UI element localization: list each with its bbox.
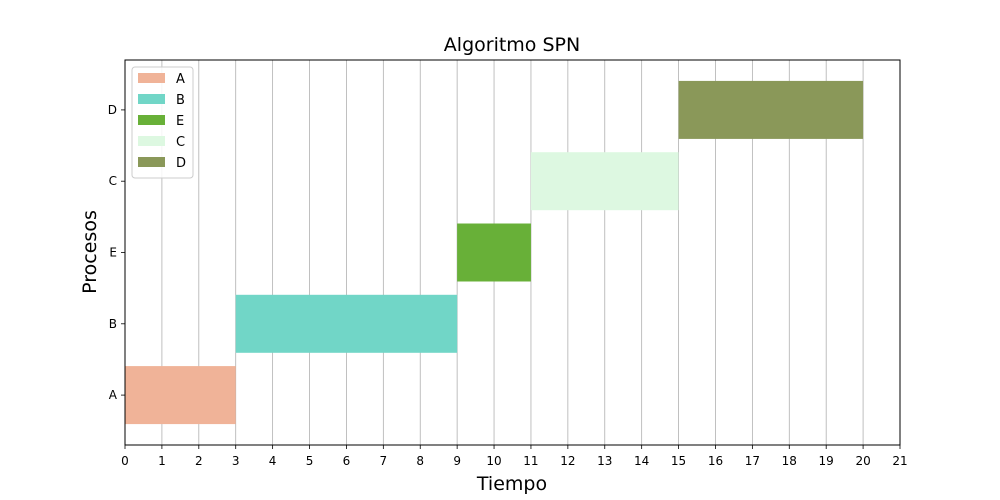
x-tick-label: 12 xyxy=(560,454,575,468)
x-tick-label: 17 xyxy=(745,454,760,468)
y-tick-label: A xyxy=(109,388,118,402)
legend-label: E xyxy=(176,114,184,129)
x-tick-label: 13 xyxy=(597,454,612,468)
x-tick-label: 18 xyxy=(782,454,797,468)
x-tick-label: 7 xyxy=(380,454,388,468)
legend-swatch-c xyxy=(138,136,165,146)
x-tick-label: 14 xyxy=(634,454,649,468)
y-tick-label: B xyxy=(109,317,117,331)
legend-label: A xyxy=(176,72,185,87)
bar-d xyxy=(678,80,864,139)
x-tick-label: 9 xyxy=(453,454,461,468)
legend-label: D xyxy=(176,156,186,171)
legend-swatch-e xyxy=(138,115,165,125)
x-tick-label: 21 xyxy=(892,454,907,468)
y-axis-ticks: A B E C D xyxy=(108,103,125,402)
legend-swatch-a xyxy=(138,73,165,83)
y-tick-label: E xyxy=(109,246,117,260)
x-tick-label: 8 xyxy=(416,454,424,468)
chart-title: Algoritmo SPN xyxy=(444,34,580,56)
x-tick-label: 16 xyxy=(708,454,723,468)
x-tick-label: 1 xyxy=(158,454,166,468)
x-tick-label: 11 xyxy=(523,454,538,468)
x-tick-label: 5 xyxy=(306,454,314,468)
x-tick-label: 15 xyxy=(671,454,686,468)
x-tick-label: 4 xyxy=(269,454,277,468)
legend-label: C xyxy=(176,135,185,150)
bars xyxy=(125,80,864,425)
x-tick-label: 0 xyxy=(121,454,129,468)
bar-b xyxy=(235,294,458,353)
bar-a xyxy=(125,366,236,425)
y-axis-title: Procesos xyxy=(79,210,101,294)
bar-e xyxy=(457,223,531,282)
x-tick-label: 6 xyxy=(343,454,351,468)
x-tick-label: 19 xyxy=(819,454,834,468)
y-tick-label: D xyxy=(108,103,117,117)
legend-swatch-b xyxy=(138,94,165,104)
x-tick-label: 2 xyxy=(195,454,203,468)
x-tick-label: 3 xyxy=(232,454,240,468)
legend-swatch-d xyxy=(138,157,165,167)
y-tick-label: C xyxy=(109,174,117,188)
x-axis-title: Tiempo xyxy=(476,473,547,495)
x-axis-ticks: 0 1 2 3 4 5 6 7 8 9 10 11 12 13 14 15 16 17 18 19 20 21 xyxy=(121,445,908,468)
x-tick-label: 10 xyxy=(486,454,501,468)
bar-c xyxy=(530,152,679,211)
x-tick-label: 20 xyxy=(855,454,870,468)
legend-label: B xyxy=(176,93,185,108)
